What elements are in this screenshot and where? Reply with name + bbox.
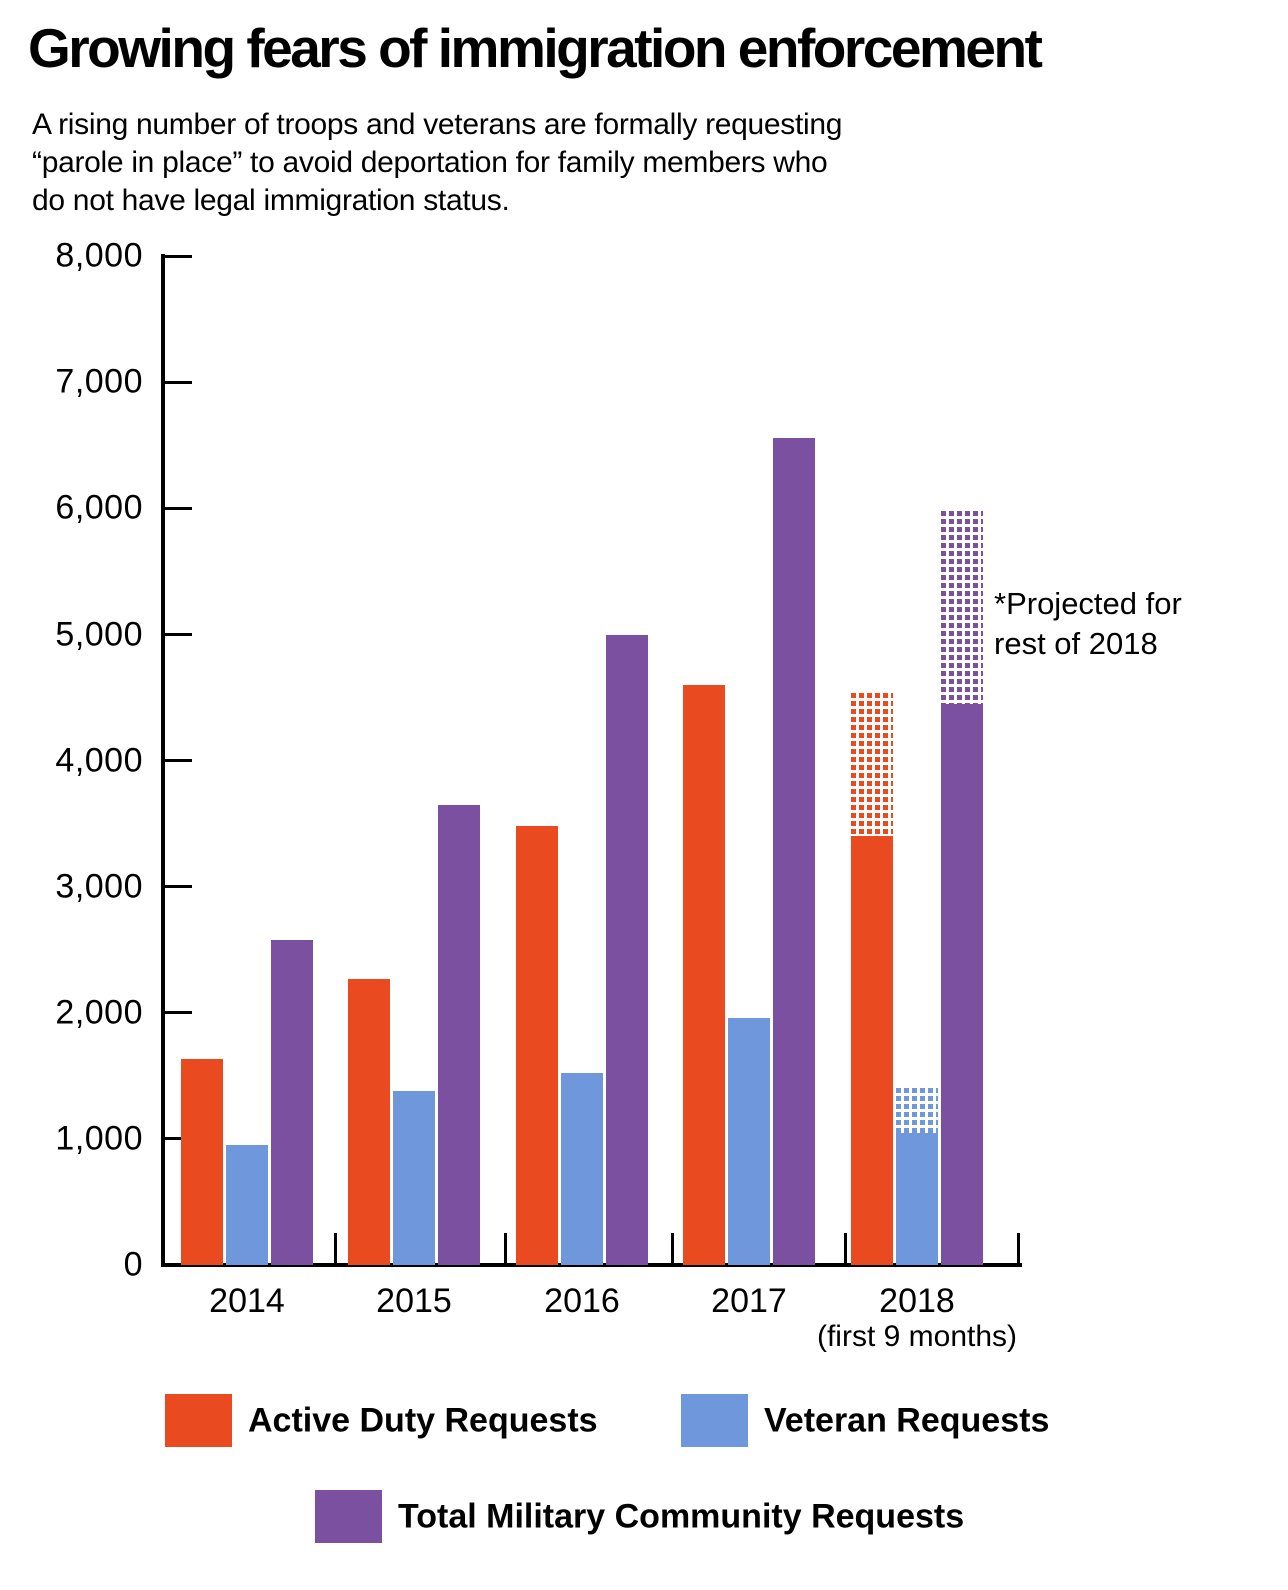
y-tick — [163, 759, 192, 763]
bar-total-2018-projected — [941, 510, 983, 704]
bar-active-2017 — [683, 684, 725, 1265]
legend-label-active-duty: Active Duty Requests — [248, 1401, 598, 1440]
x-tick — [843, 1233, 847, 1263]
x-tick-label: 2016 — [544, 1282, 620, 1320]
y-tick — [163, 1137, 192, 1141]
y-tick-label: 7,000 — [55, 362, 143, 401]
x-tick — [670, 1233, 674, 1263]
legend-swatch-active-duty — [165, 1394, 232, 1447]
legend-swatch-veteran — [681, 1394, 748, 1447]
bar-veteran-2015 — [393, 1090, 435, 1265]
y-tick-label: 1,000 — [55, 1119, 143, 1158]
subtitle-line-1: A rising number of troops and veterans a… — [32, 108, 843, 141]
x-tick — [503, 1233, 507, 1263]
y-tick-label: 4,000 — [55, 741, 143, 780]
projection-annotation-line-2: rest of 2018 — [994, 625, 1158, 661]
y-tick — [163, 885, 192, 889]
y-tick — [163, 380, 192, 384]
x-tick-label: 2018 — [879, 1282, 955, 1320]
legend-swatch-total — [315, 1490, 382, 1543]
x-tick-label: 2014 — [209, 1282, 285, 1320]
bar-total-2017 — [773, 437, 815, 1265]
y-tick-label: 5,000 — [55, 615, 143, 653]
bar-active-2015 — [348, 978, 390, 1265]
chart-subtitle: A rising number of troops and veterans a… — [32, 106, 1012, 219]
bar-veteran-2014 — [226, 1145, 268, 1265]
bar-active-2014 — [181, 1059, 223, 1265]
y-tick-label: 0 — [123, 1245, 143, 1284]
y-tick — [163, 254, 192, 258]
bar-total-2016 — [606, 634, 648, 1265]
legend-label-total: Total Military Community Requests — [398, 1497, 965, 1536]
projection-annotation: *Projected for rest of 2018 — [994, 584, 1254, 663]
bar-total-2014 — [271, 939, 313, 1265]
y-tick-label: 3,000 — [55, 867, 143, 906]
y-tick — [163, 633, 192, 636]
projection-annotation-line-1: *Projected for — [994, 586, 1182, 621]
y-tick-label: 6,000 — [55, 488, 143, 527]
bar-veteran-2016 — [561, 1073, 603, 1265]
x-tick-sublabel: (first 9 months) — [816, 1320, 1018, 1353]
x-axis-line — [161, 1263, 1022, 1267]
y-tick-label: 8,000 — [55, 236, 143, 275]
subtitle-line-2: “parole in place” to avoid deportation f… — [32, 145, 828, 179]
y-tick-label: 2,000 — [55, 993, 143, 1032]
bar-total-2018 — [941, 703, 983, 1265]
bar-active-2016 — [516, 826, 558, 1265]
x-tick — [333, 1233, 337, 1263]
bar-total-2015 — [438, 804, 480, 1265]
x-tick-label: 2015 — [376, 1282, 452, 1320]
bar-active-2018-projected — [851, 692, 893, 837]
chart-title: Growing fears of immigration enforcement — [28, 17, 1043, 79]
x-tick-label: 2017 — [711, 1282, 787, 1320]
y-tick — [163, 1011, 192, 1015]
bar-veteran-2017 — [728, 1017, 770, 1265]
subtitle-line-3: do not have legal immigration status. — [32, 183, 510, 217]
bar-veteran-2018 — [896, 1132, 938, 1265]
bar-veteran-2018-projected — [896, 1088, 938, 1133]
legend-label-veteran: Veteran Requests — [764, 1401, 1050, 1440]
y-tick — [163, 506, 192, 510]
x-tick — [1016, 1233, 1020, 1263]
bar-active-2018 — [851, 836, 893, 1265]
